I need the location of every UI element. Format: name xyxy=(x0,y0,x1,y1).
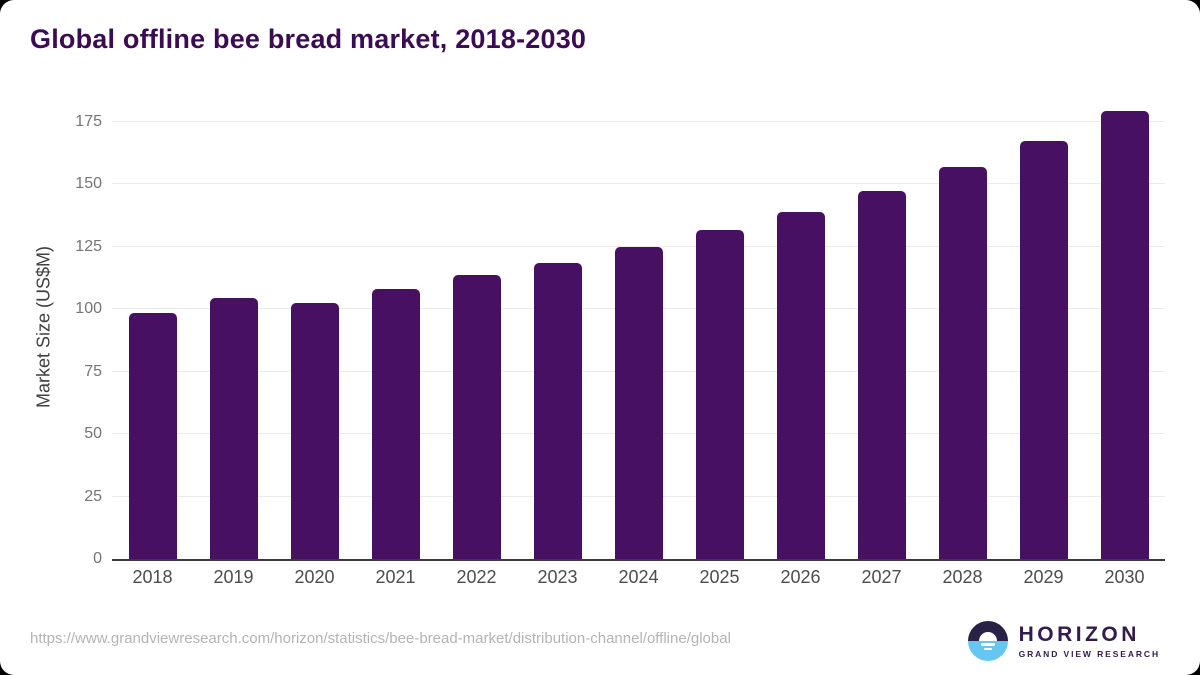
bar-slot xyxy=(274,95,355,559)
bar-2028 xyxy=(938,166,987,559)
bar-slot xyxy=(112,95,193,559)
source-url: https://www.grandviewresearch.com/horizo… xyxy=(30,630,731,647)
bar-2030 xyxy=(1100,111,1149,559)
x-tick-label: 2024 xyxy=(618,567,659,587)
bar-slot xyxy=(517,95,598,559)
x-tick-label: 2021 xyxy=(375,567,416,587)
y-tick-label: 100 xyxy=(75,300,102,317)
x-tick-label: 2026 xyxy=(780,567,821,587)
logo-name: HORIZON xyxy=(1018,622,1140,646)
x-tick-label: 2019 xyxy=(213,567,254,587)
bar-2018 xyxy=(128,313,177,559)
x-tick-label: 2018 xyxy=(132,567,173,587)
bar-slot xyxy=(598,95,679,559)
x-tick-label: 2022 xyxy=(456,567,497,587)
y-tick-label: 50 xyxy=(84,425,102,442)
gridline xyxy=(112,245,1165,247)
bar-slot xyxy=(1084,95,1165,559)
bar-slot xyxy=(922,95,1003,559)
bar-slot xyxy=(355,95,436,559)
y-tick-label: 25 xyxy=(84,487,102,505)
y-tick-label: 0 xyxy=(93,550,102,567)
horizon-logo-icon xyxy=(967,621,1008,661)
bar-slot xyxy=(193,95,274,559)
bar-2021 xyxy=(371,289,420,559)
bar-2022 xyxy=(452,275,501,559)
brand-logo: HORIZON GRAND VIEW RESEARCH xyxy=(967,621,1160,661)
bar-slot xyxy=(841,95,922,559)
x-tick-label: 2025 xyxy=(699,567,740,587)
bar-2019 xyxy=(209,298,258,559)
y-tick-label: 150 xyxy=(75,175,102,192)
x-tick-label: 2028 xyxy=(942,567,983,587)
bar-2026 xyxy=(776,211,825,559)
bar-2024 xyxy=(614,246,663,559)
y-tick-label: 75 xyxy=(84,362,102,380)
bar-2029 xyxy=(1019,141,1068,559)
bar-2027 xyxy=(857,190,906,559)
y-tick-label: 125 xyxy=(75,237,102,255)
sun-icon xyxy=(978,632,997,641)
y-axis-ticks: 0 25 50 75 100 125 150 175 xyxy=(58,95,102,568)
gridline xyxy=(112,183,1165,184)
bar-2020 xyxy=(290,302,339,559)
logo-subtitle: GRAND VIEW RESEARCH xyxy=(1018,648,1160,659)
bar-slot xyxy=(436,95,517,559)
x-axis-labels: 2018 2019 2020 2021 2022 2023 2024 2025 2026 2027… xyxy=(112,567,1165,588)
gridline xyxy=(112,120,1165,122)
x-tick-label: 2029 xyxy=(1023,567,1064,587)
chart-title: Global offline bee bread market, 2018-20… xyxy=(30,24,587,54)
y-axis-label: Market Size (US$M) xyxy=(33,245,54,409)
bar-slot xyxy=(679,95,760,559)
horizon-reflection-line xyxy=(983,647,992,651)
bars-row xyxy=(112,95,1165,559)
horizon-reflection-line xyxy=(980,643,995,646)
x-tick-label: 2030 xyxy=(1104,567,1145,587)
y-tick-label: 175 xyxy=(75,112,102,130)
x-tick-label: 2023 xyxy=(537,567,578,587)
bar-slot xyxy=(1003,95,1084,559)
bar-2025 xyxy=(695,229,744,559)
bar-slot xyxy=(760,95,841,559)
x-tick-label: 2020 xyxy=(294,567,335,587)
x-tick-label: 2027 xyxy=(861,567,902,587)
bar-2023 xyxy=(533,262,582,559)
logo-text: HORIZON GRAND VIEW RESEARCH xyxy=(1019,624,1160,659)
plot-area xyxy=(112,95,1165,561)
